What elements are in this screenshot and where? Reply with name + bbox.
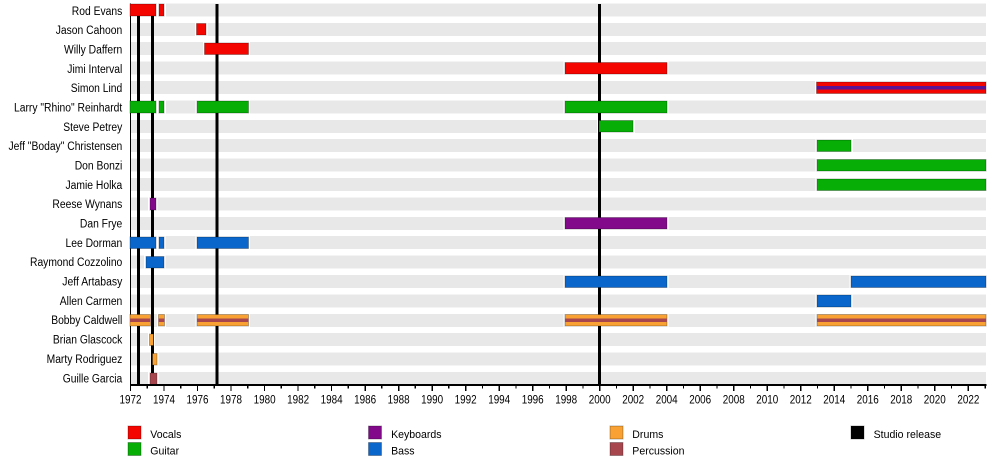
svg-text:2014: 2014: [823, 392, 845, 406]
svg-text:2012: 2012: [790, 392, 812, 406]
svg-text:Jimi Interval: Jimi Interval: [67, 64, 122, 76]
svg-text:Guitar: Guitar: [150, 445, 179, 457]
svg-text:1974: 1974: [153, 392, 175, 406]
svg-text:1996: 1996: [522, 392, 544, 406]
svg-text:Larry "Rhino" Reinhardt: Larry "Rhino" Reinhardt: [14, 103, 123, 115]
svg-text:Lee Dorman: Lee Dorman: [66, 238, 123, 250]
svg-text:Don Bonzi: Don Bonzi: [75, 161, 123, 173]
svg-text:Guille Garcia: Guille Garcia: [63, 373, 123, 385]
svg-text:2022: 2022: [957, 392, 979, 406]
svg-text:2000: 2000: [589, 392, 611, 406]
svg-text:2006: 2006: [689, 392, 711, 406]
svg-text:Jamie Holka: Jamie Holka: [66, 180, 123, 192]
svg-text:1984: 1984: [321, 392, 343, 406]
svg-text:2002: 2002: [622, 392, 644, 406]
svg-text:Dan Frye: Dan Frye: [80, 219, 122, 231]
svg-text:1988: 1988: [388, 392, 410, 406]
svg-text:Marty Rodriguez: Marty Rodriguez: [47, 354, 123, 366]
svg-text:Simon Lind: Simon Lind: [71, 83, 123, 95]
svg-text:1998: 1998: [555, 392, 577, 406]
svg-text:2010: 2010: [756, 392, 778, 406]
svg-text:Percussion: Percussion: [632, 445, 684, 457]
svg-text:2020: 2020: [924, 392, 946, 406]
svg-text:Rod Evans: Rod Evans: [72, 6, 123, 18]
svg-text:Vocals: Vocals: [150, 429, 182, 441]
svg-text:Keyboards: Keyboards: [391, 429, 442, 441]
svg-text:Bass: Bass: [391, 445, 415, 457]
svg-text:Bobby Caldwell: Bobby Caldwell: [51, 315, 122, 327]
svg-text:1986: 1986: [354, 392, 376, 406]
svg-text:Allen Carmen: Allen Carmen: [60, 296, 123, 308]
svg-text:1990: 1990: [421, 392, 443, 406]
svg-text:1982: 1982: [287, 392, 309, 406]
svg-text:1994: 1994: [488, 392, 510, 406]
svg-text:1976: 1976: [187, 392, 209, 406]
svg-text:1972: 1972: [120, 392, 142, 406]
svg-text:2018: 2018: [890, 392, 912, 406]
svg-text:2004: 2004: [656, 392, 678, 406]
svg-text:Reese Wynans: Reese Wynans: [52, 199, 122, 211]
svg-text:Willy Daffern: Willy Daffern: [64, 45, 122, 57]
svg-text:Raymond Cozzolino: Raymond Cozzolino: [30, 257, 122, 269]
svg-text:Jeff Artabasy: Jeff Artabasy: [62, 277, 122, 289]
svg-text:Jeff "Boday" Christensen: Jeff "Boday" Christensen: [9, 141, 123, 153]
svg-text:2016: 2016: [857, 392, 879, 406]
svg-text:2008: 2008: [723, 392, 745, 406]
svg-text:Studio release: Studio release: [874, 429, 942, 441]
svg-text:Drums: Drums: [632, 429, 664, 441]
svg-text:Jason Cahoon: Jason Cahoon: [56, 25, 123, 37]
svg-text:Brian Glascock: Brian Glascock: [53, 335, 123, 347]
svg-text:1978: 1978: [220, 392, 242, 406]
svg-text:Steve Petrey: Steve Petrey: [63, 122, 122, 134]
svg-text:1980: 1980: [254, 392, 276, 406]
svg-text:1992: 1992: [455, 392, 477, 406]
